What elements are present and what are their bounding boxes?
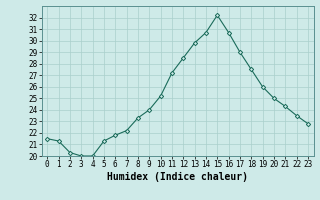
X-axis label: Humidex (Indice chaleur): Humidex (Indice chaleur): [107, 172, 248, 182]
